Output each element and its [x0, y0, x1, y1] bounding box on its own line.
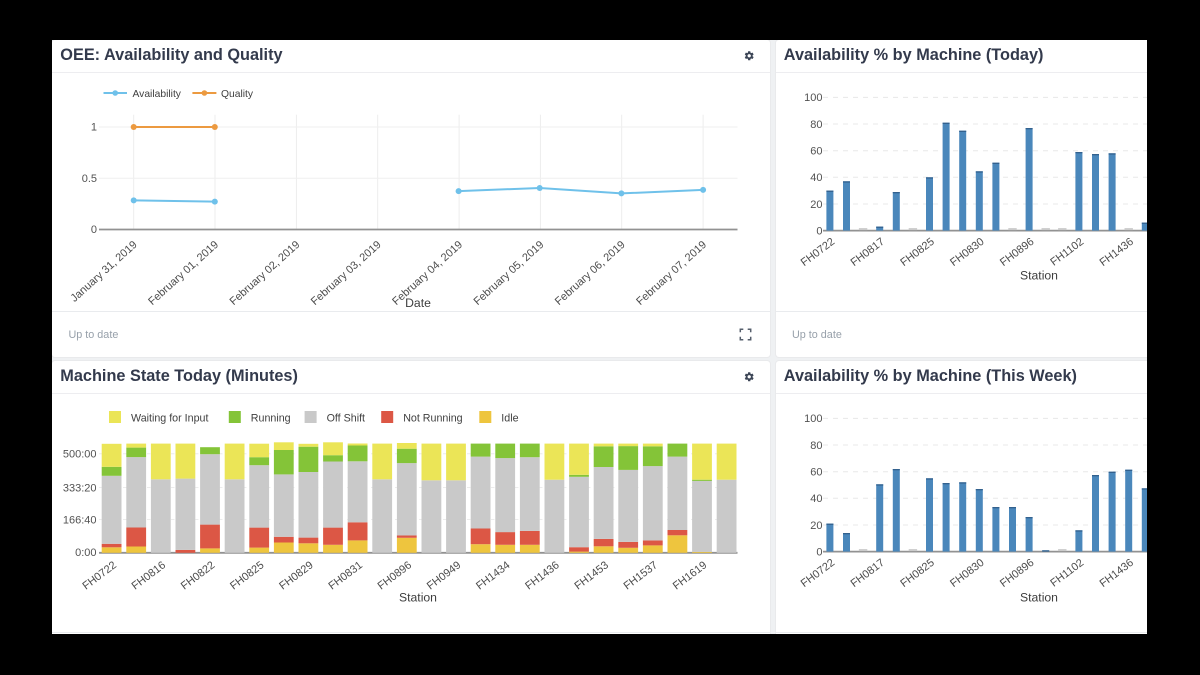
svg-text:0.5: 0.5 [82, 173, 97, 185]
svg-text:FH1537: FH1537 [622, 559, 660, 592]
svg-text:FH1102: FH1102 [1048, 557, 1086, 590]
svg-text:FH1436: FH1436 [523, 559, 561, 592]
svg-text:80: 80 [810, 119, 822, 131]
svg-text:FH0896: FH0896 [997, 557, 1035, 590]
svg-text:FH0830: FH0830 [948, 236, 986, 269]
svg-text:Date: Date [405, 296, 431, 310]
svg-text:Not Running: Not Running [403, 412, 462, 424]
svg-text:Quality: Quality [221, 89, 254, 100]
svg-text:FH0830: FH0830 [948, 557, 986, 590]
svg-text:FH1434: FH1434 [474, 559, 512, 592]
svg-text:FH0829: FH0829 [277, 559, 315, 592]
svg-text:FH0949: FH0949 [425, 559, 463, 592]
svg-text:February 02, 2019: February 02, 2019 [228, 239, 303, 308]
svg-text:Waiting for Input: Waiting for Input [131, 412, 208, 424]
svg-text:60: 60 [810, 467, 822, 479]
svg-text:40: 40 [810, 172, 822, 184]
svg-text:60: 60 [810, 146, 822, 158]
svg-text:100: 100 [804, 92, 822, 104]
svg-text:FH1453: FH1453 [572, 559, 610, 592]
svg-text:FH1436: FH1436 [1097, 236, 1135, 269]
svg-text:Station: Station [1020, 268, 1058, 282]
svg-text:20: 20 [810, 199, 822, 211]
svg-text:FH0722: FH0722 [798, 557, 836, 590]
svg-text:FH0825: FH0825 [898, 557, 936, 590]
svg-text:Running: Running [251, 412, 291, 424]
svg-text:FH0822: FH0822 [179, 559, 217, 592]
svg-text:February 01, 2019: February 01, 2019 [146, 239, 221, 308]
svg-text:FH1619: FH1619 [671, 559, 709, 592]
svg-text:Idle: Idle [501, 412, 518, 424]
svg-text:FH1102: FH1102 [1048, 236, 1086, 269]
svg-text:80: 80 [810, 440, 822, 452]
svg-text:FH0817: FH0817 [848, 236, 886, 269]
svg-text:FH0896: FH0896 [997, 236, 1035, 269]
svg-text:February 07, 2019: February 07, 2019 [634, 239, 709, 308]
svg-text:20: 20 [810, 520, 822, 532]
svg-text:FH0831: FH0831 [326, 559, 364, 592]
svg-text:FH0896: FH0896 [376, 559, 414, 592]
svg-text:0: 0 [816, 225, 822, 237]
svg-text:100: 100 [804, 413, 822, 425]
svg-text:FH0722: FH0722 [80, 559, 118, 592]
svg-text:333:20: 333:20 [63, 482, 97, 494]
svg-text:FH0816: FH0816 [130, 559, 168, 592]
svg-text:FH0817: FH0817 [848, 557, 886, 590]
svg-text:FH0825: FH0825 [228, 559, 266, 592]
svg-text:166:40: 166:40 [63, 514, 97, 526]
svg-text:500:00: 500:00 [63, 449, 97, 461]
svg-text:0: 0 [816, 546, 822, 558]
svg-text:1: 1 [91, 122, 97, 134]
svg-text:FH0825: FH0825 [898, 236, 936, 269]
svg-text:February 05, 2019: February 05, 2019 [472, 239, 547, 308]
svg-text:0:00: 0:00 [75, 547, 96, 559]
svg-text:FH1436: FH1436 [1097, 557, 1135, 590]
svg-text:Off Shift: Off Shift [327, 412, 365, 424]
svg-text:February 06, 2019: February 06, 2019 [553, 239, 628, 308]
svg-text:Station: Station [1020, 591, 1058, 605]
svg-text:January 31, 2019: January 31, 2019 [68, 239, 139, 305]
svg-text:0: 0 [91, 224, 97, 236]
svg-text:Availability: Availability [133, 89, 182, 100]
svg-text:FH0722: FH0722 [798, 236, 836, 269]
svg-text:40: 40 [810, 493, 822, 505]
svg-text:Station: Station [399, 591, 437, 605]
svg-text:February 03, 2019: February 03, 2019 [309, 239, 384, 308]
